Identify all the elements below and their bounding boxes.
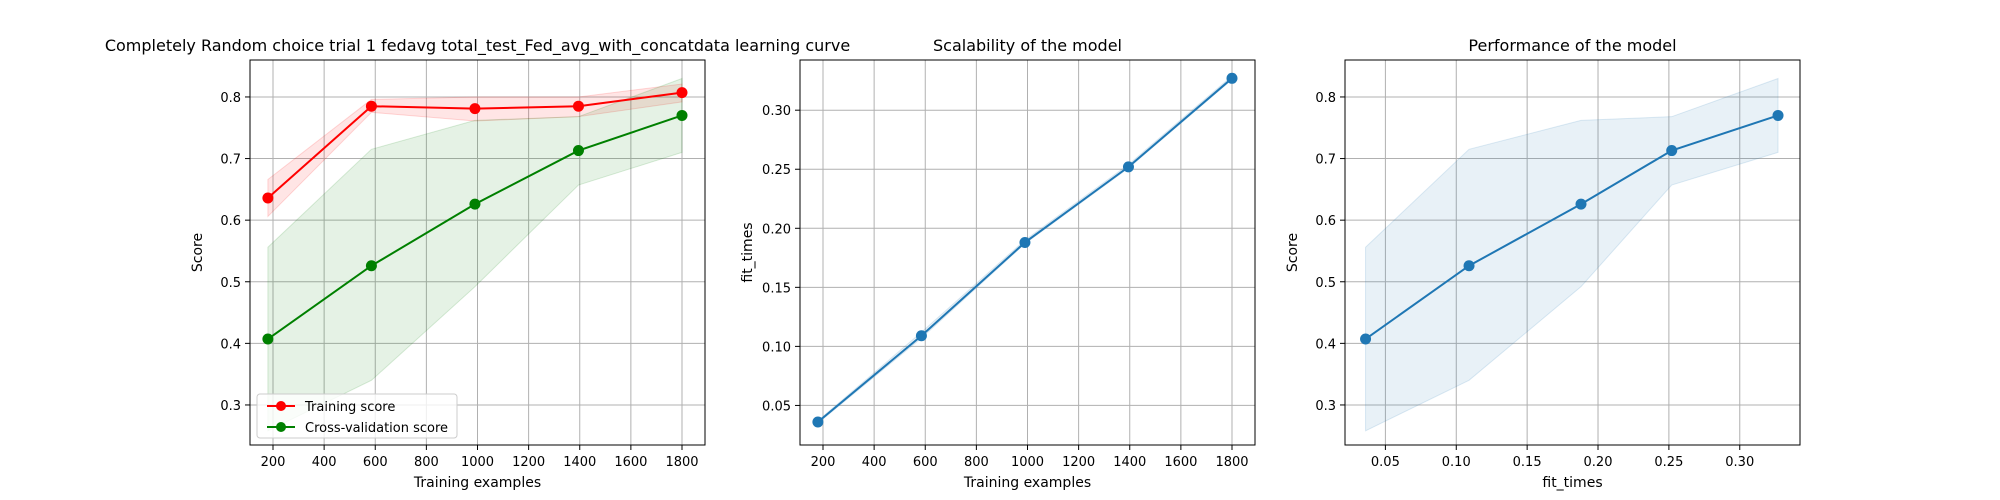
x-tick-label: 1200: [1062, 455, 1095, 470]
data-point: [1575, 198, 1587, 210]
y-tick-label: 0.8: [220, 91, 241, 106]
confidence-band: [1365, 77, 1779, 432]
data-point: [1463, 260, 1475, 272]
x-tick-label: 1600: [1164, 455, 1197, 470]
legend-entry-label: Training score: [304, 400, 395, 415]
data-point: [1122, 161, 1134, 173]
y-tick-label: 0.6: [220, 214, 241, 229]
y-axis-label: Score: [1285, 233, 1301, 272]
y-axis-label: fit_times: [740, 222, 756, 282]
y-tick-label: 0.3: [220, 399, 241, 414]
data-point: [1019, 236, 1031, 248]
x-tick-label: 400: [312, 455, 337, 470]
data-point: [915, 330, 927, 342]
data-point: [1772, 109, 1784, 121]
x-tick-label: 0.10: [1442, 455, 1471, 470]
y-tick-label: 0.7: [220, 153, 241, 168]
x-tick-label: 800: [414, 455, 439, 470]
data-point: [469, 198, 481, 210]
y-tick-label: 0.8: [1315, 91, 1336, 106]
x-tick-label: 0.15: [1513, 455, 1542, 470]
legend-swatch-marker: [276, 422, 286, 432]
x-tick-label: 0.05: [1371, 455, 1400, 470]
y-tick-label: 0.3: [1315, 399, 1336, 414]
data-point: [262, 333, 274, 345]
x-tick-label: 1400: [563, 455, 596, 470]
chart-title: Scalability of the model: [933, 36, 1122, 55]
legend-entry-label: Cross-validation score: [305, 421, 448, 436]
y-tick-label: 0.25: [762, 163, 791, 178]
data-point: [1226, 72, 1238, 84]
x-tick-label: 1200: [512, 455, 545, 470]
data-point: [572, 100, 584, 112]
data-point: [676, 87, 688, 99]
x-tick-label: 600: [363, 455, 388, 470]
chart-title: Completely Random choice trial 1 fedavg …: [105, 36, 850, 56]
y-tick-label: 0.10: [762, 340, 791, 355]
x-tick-label: 1400: [1113, 455, 1146, 470]
x-tick-label: 1000: [1011, 455, 1044, 470]
data-point: [812, 416, 824, 428]
axes-frame: [1344, 59, 1801, 446]
x-axis-label: Training examples: [413, 475, 541, 491]
data-point: [1666, 145, 1678, 157]
y-tick-label: 0.20: [762, 222, 791, 237]
x-tick-label: 1600: [614, 455, 647, 470]
data-point: [262, 192, 274, 204]
y-tick-label: 0.30: [762, 104, 791, 119]
y-tick-label: 0.5: [1315, 276, 1336, 291]
y-tick-label: 0.4: [1315, 337, 1336, 352]
x-tick-label: 400: [862, 455, 887, 470]
x-tick-label: 0.30: [1725, 455, 1754, 470]
data-point: [1360, 333, 1372, 345]
data-point: [365, 260, 377, 272]
x-tick-label: 600: [913, 455, 938, 470]
legend-swatch-marker: [276, 401, 286, 411]
x-tick-label: 1800: [1215, 455, 1248, 470]
x-tick-label: 0.25: [1654, 455, 1683, 470]
legend-box: [256, 393, 458, 439]
y-tick-label: 0.15: [762, 281, 791, 296]
chart-scalability: 200 400 600 800 1000 1200 1400 1600 1800 0.05 0.10…: [740, 36, 1256, 491]
y-tick-label: 0.6: [1315, 214, 1336, 229]
y-tick-label: 0.05: [762, 399, 791, 414]
chart-learning-curve: 200 400 600 800 1000 1200 1400 1600 1800 0.3 0.4 0.…: [105, 36, 850, 491]
x-tick-label: 800: [964, 455, 989, 470]
data-point: [572, 145, 584, 157]
x-tick-label: 1000: [461, 455, 494, 470]
data-point: [676, 109, 688, 121]
chart-title: Performance of the model: [1468, 36, 1676, 55]
x-tick-label: 1800: [665, 455, 698, 470]
x-tick-label: 200: [261, 455, 286, 470]
legend: Training score Cross-validation score: [256, 393, 458, 439]
data-point: [365, 100, 377, 112]
x-axis-label: Training examples: [963, 475, 1091, 491]
data-point: [469, 103, 481, 115]
y-axis-label: Score: [190, 233, 206, 272]
x-tick-label: 200: [811, 455, 836, 470]
x-tick-label: 0.20: [1584, 455, 1613, 470]
x-axis-label: fit_times: [1542, 475, 1602, 491]
chart-performance: 0.05 0.10 0.15 0.20 0.25 0.30 0.3 0.4 0.5 0.6 0.7 0…: [1285, 36, 1801, 491]
y-tick-label: 0.5: [220, 276, 241, 291]
y-tick-label: 0.7: [1315, 153, 1336, 168]
y-tick-label: 0.4: [220, 337, 241, 352]
